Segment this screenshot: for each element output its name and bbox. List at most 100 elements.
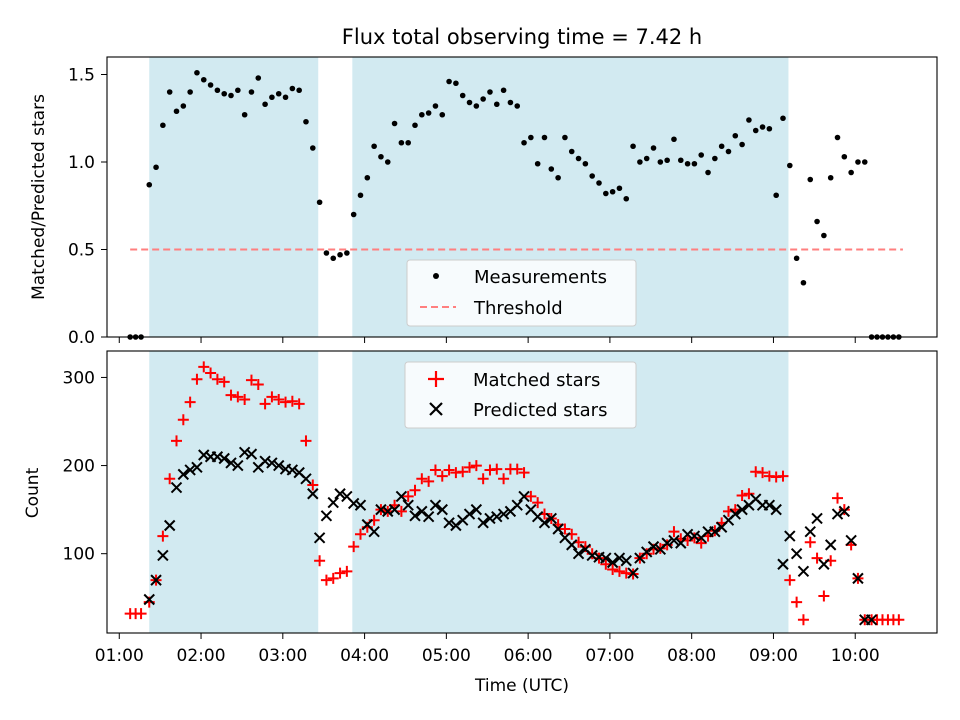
predicted-star-point: [491, 510, 503, 523]
bottom-axes-frame: [106, 350, 938, 634]
matched-star-point: [757, 467, 769, 479]
measurement-point: [848, 169, 854, 176]
measurement-point: [589, 173, 595, 179]
matched-star-point: [232, 391, 244, 403]
bottom-legend: Matched stars Predicted stars: [404, 361, 637, 429]
measurement-point: [752, 127, 759, 134]
predicted-star-point: [300, 473, 312, 485]
y-tick-label: 0.0: [68, 328, 95, 348]
predicted-star-point: [865, 614, 878, 626]
matched-star-point: [797, 614, 809, 626]
measurement-point: [521, 139, 527, 146]
measurement-point: [480, 96, 486, 102]
measurement-point: [827, 174, 834, 181]
measurement-point: [759, 124, 766, 130]
measurement-point: [275, 90, 282, 97]
measurement-point: [255, 75, 262, 81]
measurement-point: [405, 139, 411, 146]
y-tick-label: 1.5: [68, 66, 95, 86]
matched-star-point: [777, 470, 789, 482]
measurement-point: [739, 141, 745, 148]
measurement-point: [493, 101, 500, 108]
x-axis-label: Time (UTC): [474, 676, 569, 696]
predicted-star-point: [790, 547, 803, 560]
measurement-point: [344, 250, 350, 256]
measurement-point: [705, 169, 711, 176]
measurement-point: [596, 180, 602, 186]
measurement-point: [684, 160, 691, 167]
x-tick-label: 04:00: [340, 646, 389, 666]
predicted-star-point: [511, 499, 523, 511]
matched-star-point: [252, 378, 264, 390]
bottom-legend-box: [404, 361, 637, 429]
measurement-point: [391, 120, 398, 127]
x-tick-label: 03:00: [258, 646, 307, 666]
predicted-star-point: [818, 558, 830, 570]
matched-star-point: [266, 391, 278, 403]
matched-star-point: [177, 414, 189, 426]
measurement-point: [200, 76, 207, 83]
predicted-star-point: [238, 446, 251, 459]
measurement-point: [282, 94, 289, 101]
predicted-star-point: [709, 525, 721, 538]
predicted-star-point: [811, 512, 823, 525]
matched-star-point: [218, 376, 230, 388]
measurement-point: [555, 174, 561, 181]
measurement-point: [228, 92, 234, 99]
predicted-star-point: [375, 503, 387, 516]
measurement-point: [221, 90, 228, 97]
observing-band: [149, 57, 319, 337]
measurement-point: [262, 101, 268, 108]
predicted-star-point: [838, 505, 851, 518]
predicted-star-point: [450, 519, 462, 532]
matched-star-point: [498, 473, 510, 485]
measurement-point: [309, 145, 316, 151]
measurement-point: [793, 255, 800, 262]
legend-matched-label: Matched stars: [473, 370, 600, 391]
measurement-point: [861, 159, 868, 165]
predicted-star-point: [388, 503, 401, 516]
predicted-star-point: [497, 508, 510, 520]
measurement-point: [296, 87, 302, 94]
top-x-ticks: [118, 337, 856, 343]
predicted-star-point: [477, 517, 489, 529]
matched-star-point: [811, 552, 823, 564]
legend-threshold-label: Threshold: [473, 298, 563, 319]
predicted-star-point: [518, 490, 530, 503]
measurement-point: [419, 111, 425, 118]
matched-star-point: [245, 374, 257, 386]
predicted-star-point: [436, 503, 448, 516]
matched-star-point: [409, 484, 421, 496]
matched-star-point: [436, 470, 448, 482]
measurement-point: [650, 145, 657, 151]
predicted-star-point: [661, 537, 673, 549]
top-legend-box: [406, 259, 637, 327]
predicted-star-point: [681, 528, 694, 541]
y-tick-label: 100: [63, 545, 95, 565]
predicted-star-point: [797, 565, 810, 578]
measurement-point: [500, 87, 507, 94]
matched-star-point: [184, 396, 196, 408]
measurement-point: [582, 160, 589, 167]
predicted-star-point: [150, 574, 162, 586]
top-y-axis-label: Matched/Predicted stars: [29, 94, 49, 300]
predicted-star-point: [572, 547, 585, 560]
predicted-star-point: [675, 537, 687, 549]
measurement-point: [562, 134, 568, 141]
matched-star-point: [354, 528, 366, 540]
predicted-star-point: [552, 523, 564, 535]
top-legend: Measurements Threshold: [406, 259, 637, 327]
matched-star-point: [668, 526, 680, 538]
measurement-point: [207, 82, 214, 88]
predicted-star-point: [443, 517, 455, 529]
measurement-point: [834, 134, 841, 141]
measurement-point: [603, 190, 609, 197]
measurement-point: [664, 157, 670, 164]
predicted-star-point: [245, 448, 258, 460]
predicted-star-point: [777, 558, 789, 570]
predicted-star-point: [382, 505, 394, 518]
measurement-point: [541, 134, 548, 141]
predicted-star-point: [545, 512, 558, 525]
predicted-star-point: [470, 503, 483, 516]
